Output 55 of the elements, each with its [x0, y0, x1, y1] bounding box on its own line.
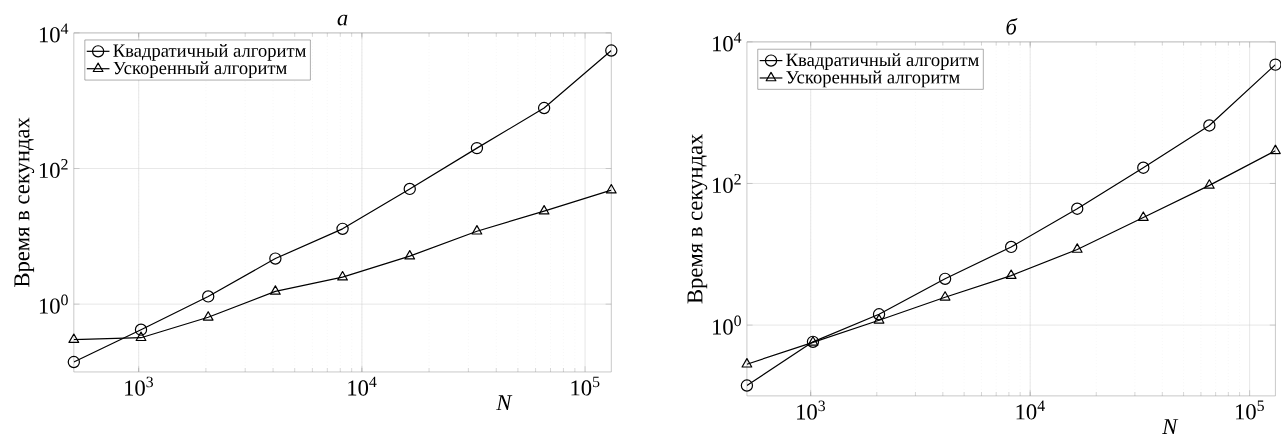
point	[872, 307, 886, 321]
x-tick-label: 10$^{5}$	[1236, 400, 1264, 420]
y-tick-label: 10$^{4}$	[713, 32, 742, 52]
point	[1203, 119, 1216, 132]
x-tick-label: 10$^{4}$	[1016, 400, 1045, 420]
legend-label: Квадратичный алгоритм	[113, 43, 306, 61]
point	[68, 333, 80, 343]
point	[537, 101, 551, 115]
point	[471, 224, 483, 235]
point	[1137, 161, 1150, 174]
point	[605, 183, 617, 194]
y-tick-label: 10$^{2}$	[713, 173, 741, 193]
x-axis-title: N	[496, 395, 513, 410]
y-tick-label: 10$^{0}$	[39, 294, 68, 314]
x-tick-label: 10$^{3}$	[797, 400, 826, 420]
point	[740, 379, 754, 392]
x-tick-label: 10$^{4}$	[348, 376, 377, 396]
y-tick-label: 10$^{2}$	[39, 158, 68, 178]
point	[538, 204, 550, 215]
y-tick-label: 10$^{0}$	[713, 315, 741, 335]
point	[269, 252, 282, 265]
point	[1004, 240, 1018, 253]
point	[134, 323, 148, 336]
point	[1203, 179, 1215, 189]
point	[1137, 211, 1149, 221]
x-tick-label: 10$^{3}$	[125, 376, 154, 396]
point	[1071, 202, 1084, 215]
point	[403, 182, 416, 195]
point	[1005, 269, 1017, 279]
point	[1269, 144, 1281, 154]
point	[938, 272, 952, 285]
point	[1071, 243, 1083, 253]
chart-title: б	[1006, 17, 1018, 35]
y-axis-title: Время в секундах	[687, 133, 708, 304]
y-axis-title: Время в секундах	[14, 117, 35, 287]
y-tick-label: 10$^{4}$	[39, 23, 69, 43]
point	[202, 310, 214, 321]
point	[470, 141, 484, 155]
point	[939, 290, 951, 301]
point	[337, 270, 348, 281]
chart-title: а	[337, 14, 348, 26]
legend-label: Квадратичный алгоритм	[786, 53, 979, 70]
point	[404, 249, 416, 260]
point	[741, 357, 753, 368]
legend-label: Ускоренный алгоритм	[113, 61, 287, 78]
legend-label: Ускоренный алгоритм	[786, 70, 960, 88]
point	[67, 355, 81, 369]
point	[269, 285, 281, 295]
point	[873, 313, 885, 324]
point	[605, 44, 618, 57]
point	[202, 290, 215, 303]
point	[336, 222, 349, 235]
x-tick-label: 10$^{5}$	[571, 376, 600, 396]
point	[135, 331, 147, 341]
x-axis-title: N	[1162, 418, 1179, 434]
